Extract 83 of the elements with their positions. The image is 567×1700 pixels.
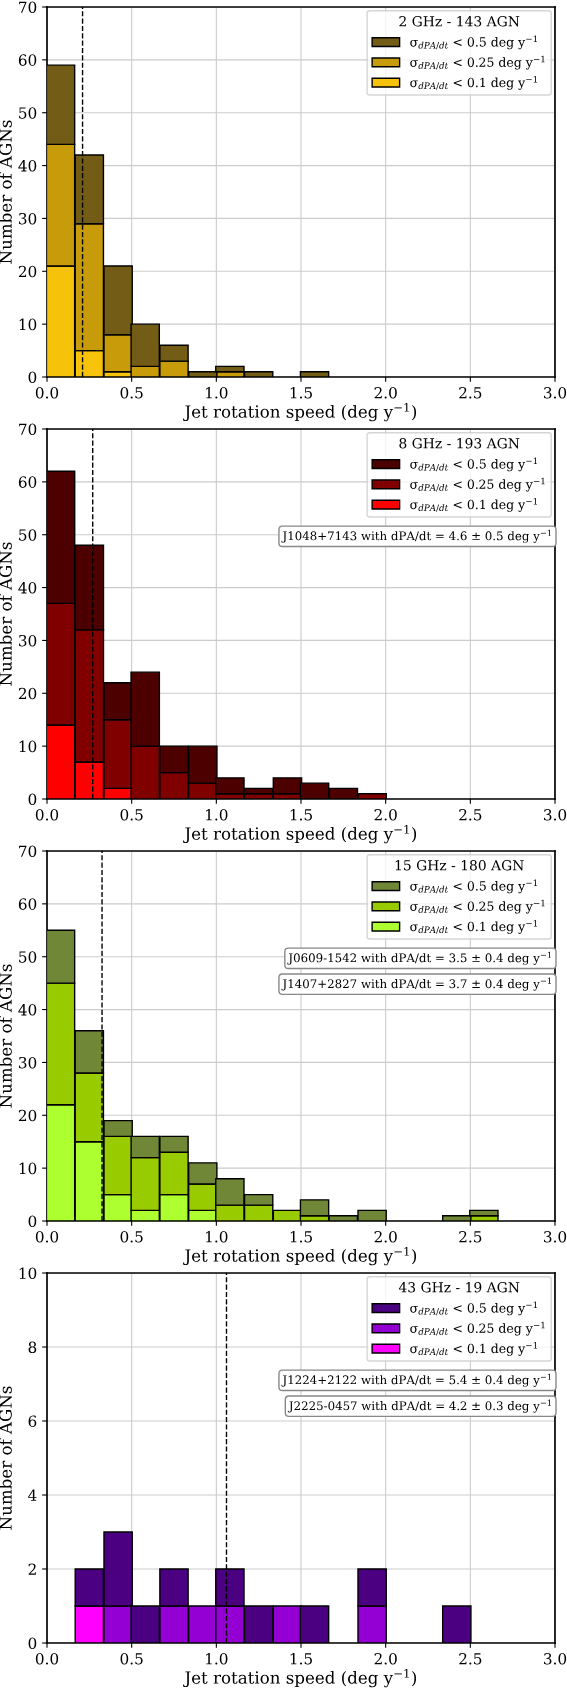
x-tick-label: 0.5	[120, 1652, 143, 1665]
x-tick-label: 3.0	[544, 386, 567, 399]
y-tick-label: 10	[19, 1162, 37, 1175]
x-tick-label: 2.5	[459, 808, 482, 821]
x-axis-title: Jet rotation speed (deg y$^{−1}$)	[183, 1246, 417, 1266]
x-tick-label: 1.0	[206, 1652, 228, 1665]
x-tick-label: 1.5	[290, 1652, 312, 1665]
x-tick-label: 2.0	[374, 1652, 397, 1665]
x-tick-label: 2.0	[374, 1230, 397, 1243]
y-tick-label: 50	[19, 951, 37, 963]
y-tick-label: 70	[19, 1, 37, 14]
y-tick-label: 50	[19, 529, 37, 541]
x-tick-label: 0.0	[35, 808, 59, 821]
x-axis-title: Jet rotation speed (deg y$^{−1}$)	[183, 402, 417, 422]
x-tick-label: 1.5	[290, 386, 312, 399]
x-tick-label: 3.0	[544, 1652, 567, 1665]
y-tick-label: 40	[18, 582, 37, 594]
x-tick-label: 0.5	[120, 1230, 143, 1243]
legend-label: σ$_{dPA/dt}$ < 0.25 deg y$^{−1}$	[410, 1321, 545, 1336]
y-tick-label: 30	[19, 212, 37, 225]
x-tick-label: 2.5	[459, 1230, 482, 1243]
legend-title: 2 GHz - 143 AGN	[399, 16, 520, 27]
y-tick-label: 60	[18, 898, 37, 910]
legend-label: σ$_{dPA/dt}$ < 0.5 deg y$^{−1}$	[410, 457, 537, 472]
x-tick-label: 0.5	[120, 808, 143, 821]
y-tick-label: 0	[28, 1215, 37, 1228]
y-tick-label: 60	[18, 54, 37, 66]
x-tick-label: 2.0	[374, 808, 397, 821]
y-tick-label: 10	[19, 1267, 37, 1280]
x-tick-label: 3.0	[544, 808, 567, 821]
x-tick-label: 1.0	[206, 808, 228, 821]
legend-title: 15 GHz - 180 AGN	[395, 860, 524, 871]
legend-label: σ$_{dPA/dt}$ < 0.25 deg y$^{−1}$	[410, 477, 545, 492]
y-tick-label: 20	[18, 265, 37, 278]
x-tick-label: 2.5	[459, 386, 482, 399]
legend-label: σ$_{dPA/dt}$ < 0.25 deg y$^{−1}$	[410, 55, 545, 70]
x-tick-label: 0.0	[35, 1230, 59, 1243]
y-tick-label: 10	[19, 318, 37, 331]
y-tick-label: 60	[18, 476, 37, 488]
x-tick-label: 1.5	[290, 808, 312, 821]
legend-label: σ$_{dPA/dt}$ < 0.1 deg y$^{−1}$	[410, 919, 537, 934]
annotation: J1407+2827 with dPA/dt = 3.7 ± 0.4 deg y$^{−1}$	[281, 977, 551, 991]
y-tick-label: 0	[28, 793, 37, 806]
y-tick-label: 70	[19, 845, 37, 858]
y-tick-label: 40	[18, 160, 37, 172]
y-tick-label: 10	[19, 740, 37, 753]
legend-title: 8 GHz - 193 AGN	[399, 438, 520, 449]
legend-label: σ$_{dPA/dt}$ < 0.1 deg y$^{−1}$	[410, 1341, 537, 1356]
y-tick-label: 0	[28, 1637, 37, 1650]
y-tick-label: 6	[28, 1415, 37, 1428]
x-tick-label: 2.0	[374, 386, 397, 399]
y-tick-label: 20	[18, 687, 37, 700]
y-tick-label: 40	[18, 1004, 37, 1016]
y-tick-label: 2	[28, 1563, 36, 1575]
legend-label: σ$_{dPA/dt}$ < 0.5 deg y$^{−1}$	[410, 879, 537, 894]
annotation: J1048+7143 with dPA/dt = 4.6 ± 0.5 deg y$^{−1}$	[281, 529, 551, 543]
legend-label: σ$_{dPA/dt}$ < 0.5 deg y$^{−1}$	[410, 35, 537, 50]
x-tick-label: 1.5	[290, 1230, 312, 1243]
legend-title: 43 GHz - 19 AGN	[398, 1282, 520, 1293]
x-axis-title: Jet rotation speed (deg y$^{−1}$)	[183, 1668, 417, 1688]
y-tick-label: 8	[28, 1341, 37, 1354]
x-tick-label: 2.5	[459, 1652, 482, 1665]
x-tick-label: 1.0	[206, 386, 228, 399]
x-tick-label: 1.0	[206, 1230, 228, 1243]
legend-label: σ$_{dPA/dt}$ < 0.5 deg y$^{−1}$	[410, 1301, 537, 1316]
annotation: J2225-0457 with dPA/dt = 4.2 ± 0.3 deg y$^{−1}$	[287, 1399, 551, 1413]
x-tick-label: 3.0	[544, 1230, 567, 1243]
annotation: J1224+2122 with dPA/dt = 5.4 ± 0.4 deg y$^{−1}$	[281, 1373, 551, 1387]
x-tick-label: 0.5	[120, 386, 143, 399]
x-tick-label: 0.0	[35, 1652, 59, 1665]
y-tick-label: 70	[19, 423, 37, 436]
y-tick-label: 30	[19, 634, 37, 647]
y-tick-label: 20	[18, 1109, 37, 1122]
legend-label: σ$_{dPA/dt}$ < 0.1 deg y$^{−1}$	[410, 75, 537, 90]
x-tick-label: 0.0	[35, 386, 59, 399]
y-tick-label: 50	[19, 107, 37, 119]
y-tick-label: 30	[19, 1056, 37, 1069]
legend-label: σ$_{dPA/dt}$ < 0.1 deg y$^{−1}$	[410, 497, 537, 512]
x-axis-title: Jet rotation speed (deg y$^{−1}$)	[183, 824, 417, 844]
annotation: J0609-1542 with dPA/dt = 3.5 ± 0.4 deg y$^{−1}$	[287, 951, 551, 965]
y-tick-label: 0	[28, 371, 37, 384]
y-tick-label: 4	[28, 1489, 37, 1501]
legend-label: σ$_{dPA/dt}$ < 0.25 deg y$^{−1}$	[410, 899, 545, 914]
